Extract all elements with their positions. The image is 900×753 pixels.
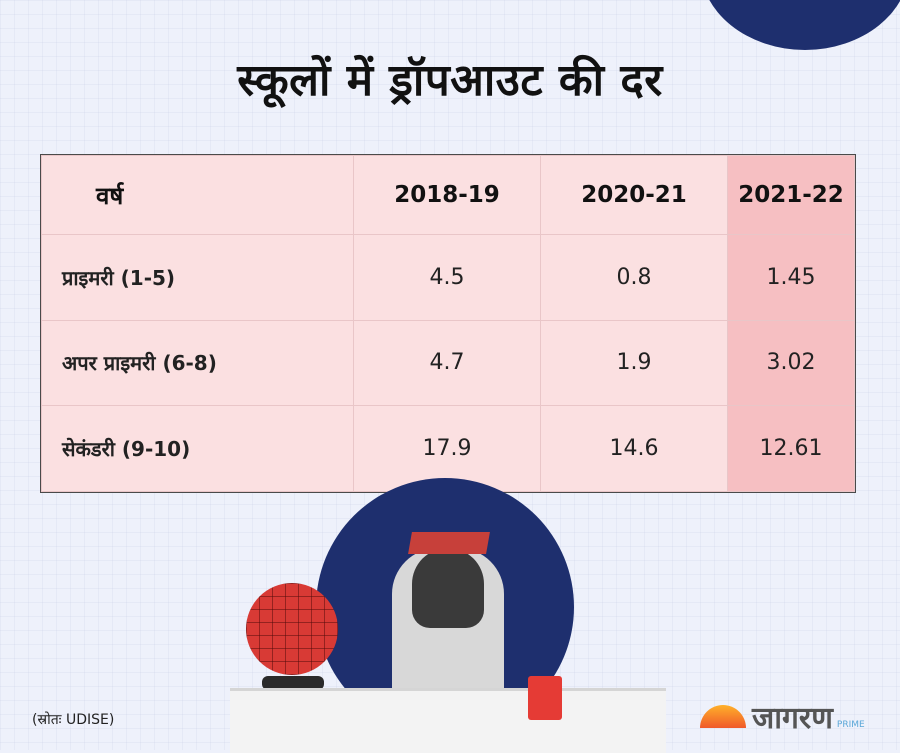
desk-illustration — [230, 688, 666, 753]
table-cell: 12.61 — [727, 405, 855, 492]
row-label-primary: प्राइमरी (1-5) — [41, 234, 354, 321]
source-note: (स्रोतः UDISE) — [32, 712, 115, 728]
student-hair — [412, 548, 484, 628]
header-2020-21: 2020-21 — [540, 155, 728, 235]
table-cell: 4.5 — [353, 234, 541, 321]
table-header-row: वर्ष 2018-19 2020-21 2021-22 — [41, 155, 855, 235]
row-label-upper-primary: अपर प्राइमरी (6-8) — [41, 319, 354, 407]
header-year: वर्ष — [41, 155, 354, 235]
page-title: स्कूलों में ड्रॉपआउट की दर — [237, 55, 663, 106]
pencil-cup-illustration — [528, 676, 562, 720]
header-2018-19: 2018-19 — [353, 155, 541, 235]
table-cell: 0.8 — [540, 234, 728, 321]
sun-logo-icon — [700, 704, 746, 728]
table-cell: 4.7 — [353, 319, 541, 407]
table-row: प्राइमरी (1-5) 4.5 0.8 1.45 — [41, 234, 855, 321]
table-cell: 1.45 — [727, 234, 855, 321]
row-label-secondary: सेकंडरी (9-10) — [41, 405, 354, 492]
table-cell: 1.9 — [540, 319, 728, 407]
book-illustration — [408, 532, 490, 554]
header-2021-22: 2021-22 — [727, 155, 855, 235]
brand-logo: जागरण PRIME — [700, 695, 865, 737]
brand-sub: PRIME — [836, 720, 865, 730]
globe-illustration — [246, 583, 338, 675]
globe-stand — [262, 676, 324, 690]
brand-name: जागरण — [752, 700, 833, 736]
table-cell: 14.6 — [540, 405, 728, 492]
dropout-table: वर्ष 2018-19 2020-21 2021-22 प्राइमरी (1… — [40, 154, 856, 493]
table-row: सेकंडरी (9-10) 17.9 14.6 12.61 — [41, 405, 855, 492]
table-cell: 3.02 — [727, 319, 855, 407]
table-row: अपर प्राइमरी (6-8) 4.7 1.9 3.02 — [41, 319, 855, 407]
